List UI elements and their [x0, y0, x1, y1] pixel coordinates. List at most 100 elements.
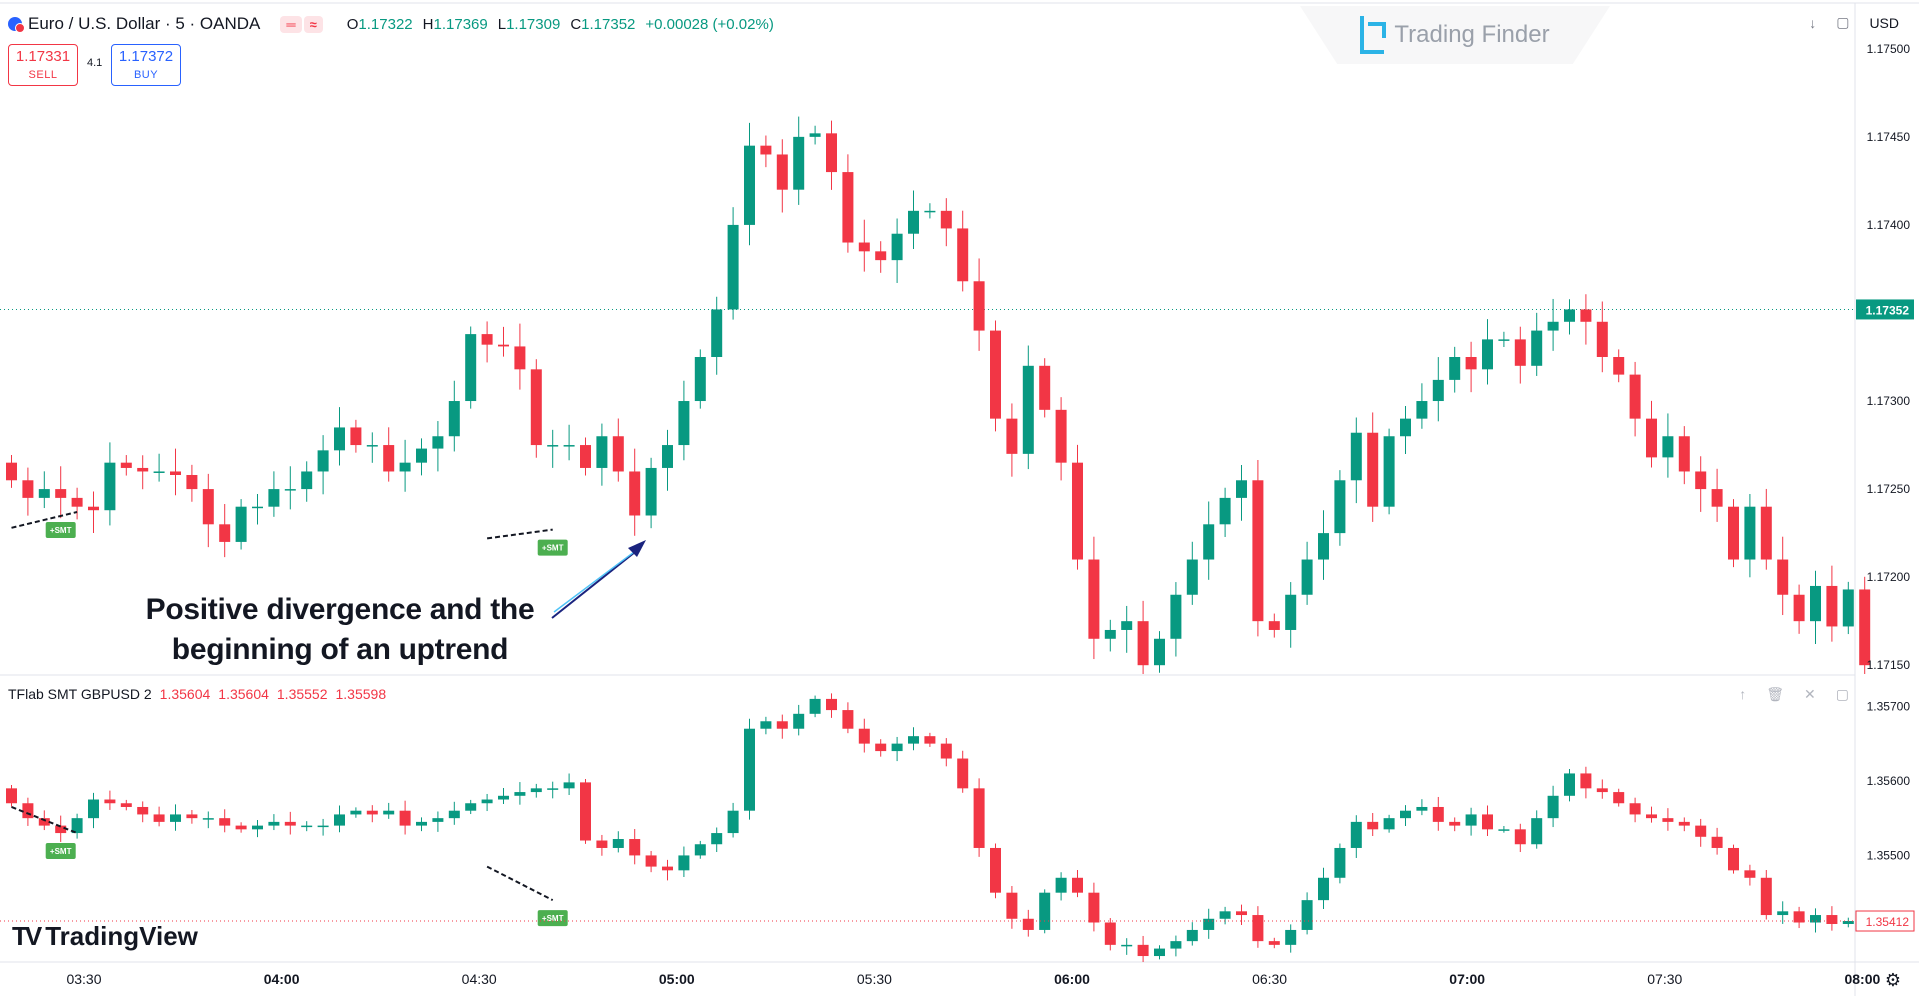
- indicator-candle[interactable]: [6, 788, 17, 804]
- main-candle[interactable]: [1088, 559, 1100, 639]
- main-candle[interactable]: [1564, 309, 1575, 322]
- indicator-candle[interactable]: [891, 743, 903, 752]
- indicator-candle[interactable]: [481, 799, 493, 804]
- indicator-candle[interactable]: [284, 821, 296, 826]
- main-candle[interactable]: [842, 172, 854, 243]
- main-candle[interactable]: [416, 448, 427, 463]
- indicator-candle[interactable]: [1072, 877, 1083, 893]
- main-candle[interactable]: [908, 210, 919, 234]
- indicator-candle[interactable]: [1531, 818, 1543, 845]
- main-candle[interactable]: [1285, 594, 1297, 630]
- indicator-candle[interactable]: [1793, 911, 1805, 923]
- main-candle[interactable]: [957, 228, 969, 282]
- gear-icon[interactable]: ⚙: [1884, 970, 1901, 990]
- main-candle[interactable]: [858, 242, 870, 252]
- main-candle[interactable]: [1252, 480, 1264, 622]
- main-candle[interactable]: [1662, 436, 1674, 458]
- main-candle[interactable]: [596, 436, 608, 468]
- indicator-candle[interactable]: [1416, 806, 1428, 811]
- main-candle[interactable]: [662, 445, 673, 468]
- indicator-candle[interactable]: [268, 821, 280, 826]
- indicator-candle[interactable]: [645, 855, 657, 867]
- main-candle[interactable]: [317, 450, 329, 472]
- indicator-candle[interactable]: [38, 818, 50, 826]
- indicator-candle[interactable]: [366, 810, 378, 815]
- indicator-candle[interactable]: [1383, 818, 1395, 830]
- main-candle[interactable]: [235, 506, 247, 542]
- main-candle[interactable]: [481, 334, 493, 345]
- main-candle[interactable]: [120, 462, 132, 468]
- main-candle[interactable]: [334, 427, 345, 451]
- indicator-candle[interactable]: [120, 803, 132, 807]
- main-candle[interactable]: [38, 489, 50, 498]
- indicator-candle[interactable]: [1121, 944, 1133, 947]
- indicator-candle[interactable]: [465, 803, 477, 811]
- indicator-candle[interactable]: [383, 810, 395, 815]
- main-candle[interactable]: [1022, 365, 1034, 454]
- main-candle[interactable]: [1006, 418, 1018, 454]
- main-candle[interactable]: [514, 346, 526, 370]
- indicator-candle[interactable]: [1695, 825, 1707, 837]
- move-up-icon[interactable]: ↑: [1739, 686, 1747, 702]
- indicator-candle[interactable]: [1662, 818, 1674, 822]
- main-candle[interactable]: [1154, 638, 1165, 666]
- indicator-candle[interactable]: [1744, 870, 1756, 878]
- main-candle[interactable]: [1055, 409, 1067, 463]
- download-arrow-icon[interactable]: ↓: [1809, 14, 1817, 31]
- main-candle[interactable]: [1695, 471, 1707, 490]
- main-candle[interactable]: [55, 489, 67, 498]
- indicator-candle[interactable]: [990, 847, 1001, 893]
- main-candle[interactable]: [170, 471, 181, 475]
- indicator-candle[interactable]: [973, 788, 985, 848]
- main-candle[interactable]: [629, 471, 641, 516]
- main-candle[interactable]: [448, 401, 460, 437]
- indicator-candle[interactable]: [1547, 795, 1559, 819]
- main-candle[interactable]: [1596, 321, 1608, 357]
- main-candle[interactable]: [1613, 357, 1625, 375]
- main-candle[interactable]: [1072, 462, 1083, 560]
- indicator-candle[interactable]: [776, 721, 788, 729]
- main-candle[interactable]: [793, 136, 805, 190]
- main-candle[interactable]: [1367, 432, 1379, 507]
- indicator-candle[interactable]: [1498, 829, 1510, 831]
- buy-button[interactable]: 1.17372 BUY: [111, 44, 181, 86]
- indicator-candle[interactable]: [235, 825, 247, 830]
- close-icon[interactable]: ✕: [1804, 686, 1816, 702]
- indicator-candle[interactable]: [1301, 900, 1313, 930]
- indicator-candle[interactable]: [317, 825, 329, 828]
- main-candle[interactable]: [1432, 379, 1444, 402]
- main-candle[interactable]: [973, 281, 985, 331]
- indicator-candle[interactable]: [760, 721, 772, 729]
- delete-icon[interactable]: 🗑: [1766, 686, 1785, 702]
- main-candle[interactable]: [1678, 436, 1690, 472]
- indicator-candle[interactable]: [1514, 829, 1526, 845]
- main-candle[interactable]: [694, 357, 706, 402]
- main-candle[interactable]: [1514, 339, 1526, 366]
- indicator-candle[interactable]: [727, 810, 739, 834]
- main-candle[interactable]: [1121, 621, 1133, 630]
- indicator-candle[interactable]: [334, 814, 345, 826]
- main-candle[interactable]: [1039, 365, 1051, 410]
- indicator-candle[interactable]: [1154, 948, 1165, 957]
- indicator-candle[interactable]: [350, 810, 362, 815]
- indicator-candle[interactable]: [1646, 814, 1657, 819]
- indicator-candle[interactable]: [1465, 814, 1477, 826]
- indicator-candle[interactable]: [1318, 877, 1329, 901]
- main-candle[interactable]: [1350, 432, 1362, 481]
- main-candle[interactable]: [383, 445, 395, 472]
- main-candle[interactable]: [1646, 418, 1657, 458]
- indicator-candle[interactable]: [170, 814, 181, 822]
- market-flags[interactable]: ═ ≈: [280, 15, 323, 33]
- main-candle[interactable]: [432, 436, 444, 449]
- main-candle[interactable]: [137, 467, 149, 472]
- main-candle[interactable]: [1629, 374, 1641, 419]
- main-candle[interactable]: [71, 497, 83, 507]
- indicator-candle[interactable]: [1826, 915, 1838, 924]
- main-candle[interactable]: [284, 489, 296, 491]
- main-candle[interactable]: [678, 401, 690, 446]
- indicator-candle[interactable]: [1400, 810, 1411, 819]
- main-candle[interactable]: [1842, 589, 1854, 627]
- main-candle[interactable]: [202, 489, 214, 525]
- indicator-candle[interactable]: [399, 810, 411, 826]
- indicator-candle[interactable]: [957, 758, 969, 789]
